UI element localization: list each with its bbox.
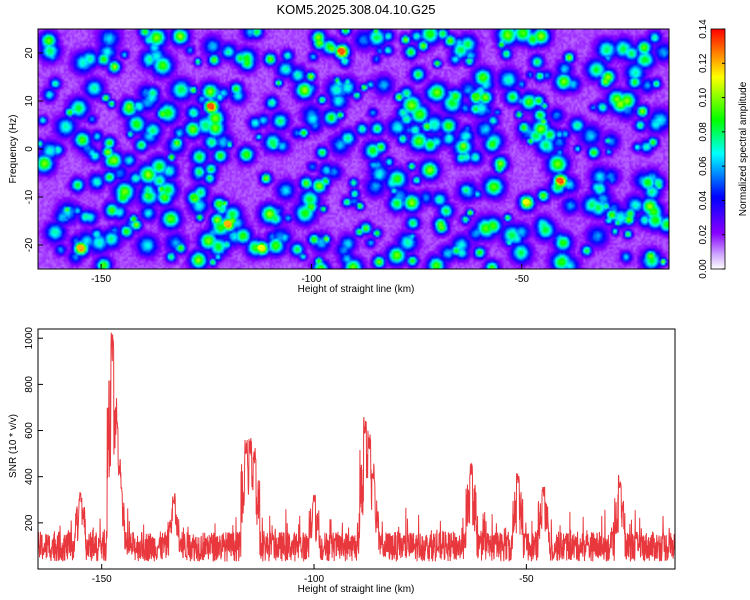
colorbar-tick-label: 0.10 xyxy=(698,87,709,107)
colorbar: 0.00 0.02 0.04 0.06 0.08 0.10 0.12 0.14 Normali… xyxy=(698,19,749,279)
snr-xlabel: Height of straight line (km) xyxy=(298,584,415,595)
colorbar-tick-label: 0.00 xyxy=(698,259,709,279)
snr-ylabel: SNR (10 * v/v) xyxy=(8,414,19,478)
chart-title: KOM5.2025.308.04.10.G25 xyxy=(276,2,436,17)
snr-ytick-label: 600 xyxy=(24,422,35,439)
spectrogram-xtick-label: -50 xyxy=(515,274,530,285)
spectrogram-ytick-label: 20 xyxy=(24,47,35,59)
colorbar-tick-label: 0.08 xyxy=(698,122,709,142)
snr-xtick-label: -100 xyxy=(304,574,324,585)
snr-xtick-label: -50 xyxy=(519,574,534,585)
colorbar-tick-label: 0.04 xyxy=(698,190,709,210)
snr-ytick-label: 400 xyxy=(24,468,35,485)
spectrogram-ytick-label: -10 xyxy=(24,189,35,204)
spectrogram-ytick-label: 0 xyxy=(24,146,35,152)
colorbar-tick-label: 0.14 xyxy=(698,19,709,39)
spectrogram-xlabel: Height of straight line (km) xyxy=(298,284,415,295)
spectrogram-ytick-label: -20 xyxy=(24,237,35,252)
spectrogram-xtick-label: -150 xyxy=(91,274,111,285)
spectrogram-ylabel: Frequency (Hz) xyxy=(8,115,19,184)
colorbar-tick-label: 0.02 xyxy=(698,225,709,245)
spectrogram-hotspot xyxy=(471,93,479,99)
spectrogram-plot: -150 -100 -50 20 10 0 -10 -20 Height of straigh… xyxy=(8,28,670,295)
snr-ytick-label: 800 xyxy=(24,376,35,393)
colorbar-label: Normalized spectral amplitude xyxy=(738,81,749,216)
colorbar-scale xyxy=(710,28,726,270)
spectrogram-hotspot xyxy=(522,199,530,205)
spectrogram-heatmap xyxy=(38,29,669,269)
snr-ytick-label: 200 xyxy=(24,514,35,531)
colorbar-tick-label: 0.12 xyxy=(698,53,709,73)
spectrogram-hotspot xyxy=(206,103,214,109)
spectrogram-hotspot xyxy=(556,177,564,183)
snr-plot: -150 -100 -50 200 400 600 800 1000 Height of st… xyxy=(8,327,676,595)
spectrogram-hotspot xyxy=(223,220,231,226)
spectrogram-ytick-label: 10 xyxy=(24,95,35,107)
spectrogram-hotspot xyxy=(257,244,265,250)
spectrogram-hotspot xyxy=(337,48,345,54)
snr-ytick-label: 1000 xyxy=(24,327,35,350)
spectrogram-xtick-label: -100 xyxy=(301,274,321,285)
snr-xtick-label: -150 xyxy=(92,574,112,585)
spectrogram-hotspot xyxy=(190,194,198,200)
colorbar-tick-label: 0.06 xyxy=(698,156,709,176)
snr-series-line xyxy=(38,332,675,562)
snr-frame xyxy=(37,328,676,570)
spectrogram-hotspot xyxy=(76,244,84,250)
